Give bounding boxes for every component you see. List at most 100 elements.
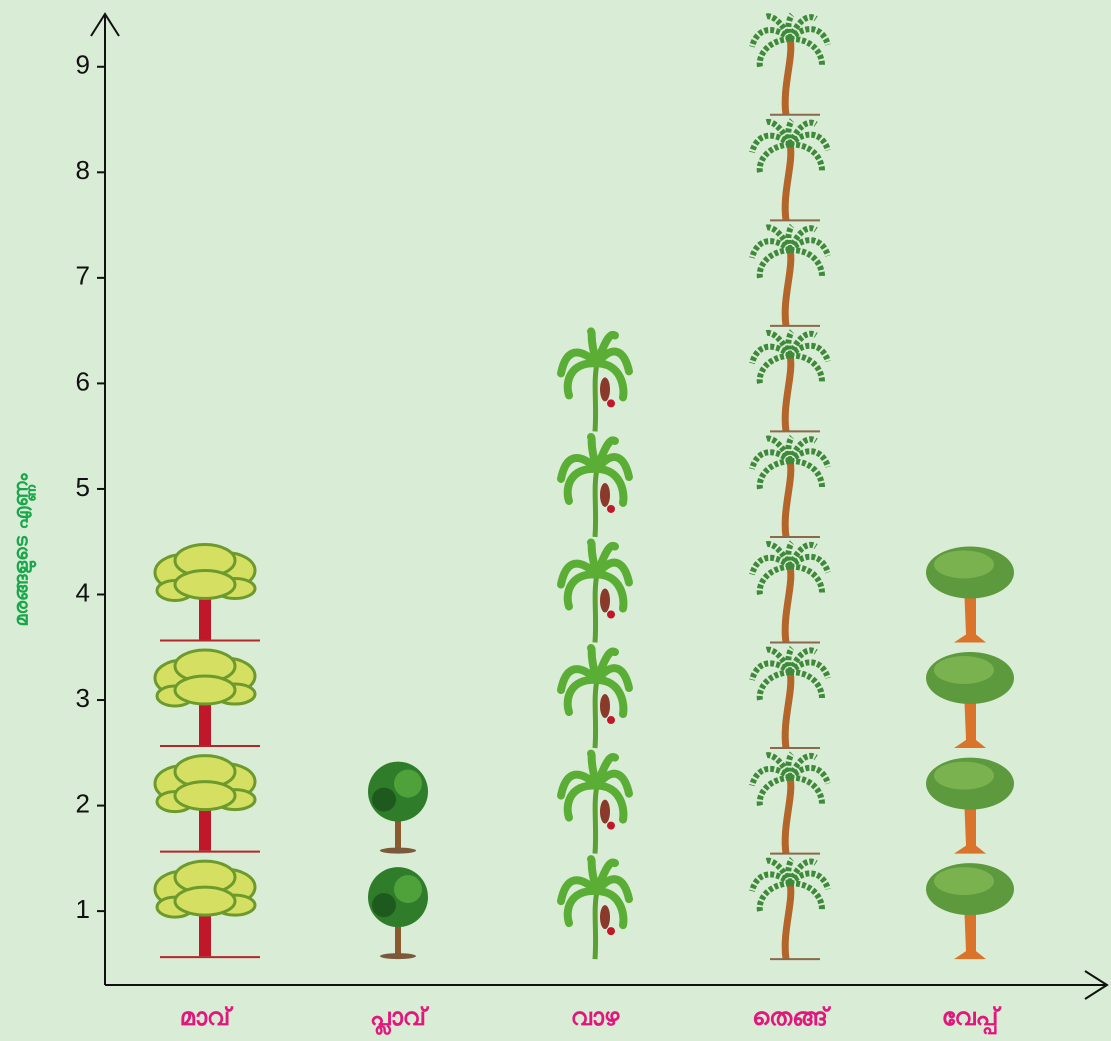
trunk — [781, 565, 795, 643]
tree-icon — [749, 645, 831, 750]
tree-icon — [749, 857, 831, 961]
trunk — [592, 890, 600, 960]
canopy — [173, 885, 237, 917]
frond — [749, 660, 792, 681]
bunch — [600, 377, 610, 402]
frond — [785, 540, 795, 568]
trunk — [954, 690, 986, 749]
frond — [787, 26, 831, 46]
leaf — [593, 464, 628, 507]
x-tick-label: തെങ്ങ് — [752, 1003, 832, 1031]
frond — [787, 553, 831, 574]
frond — [787, 541, 818, 568]
frond — [756, 352, 791, 384]
leaf — [557, 770, 601, 800]
tree-icon — [368, 761, 428, 854]
tree-icon — [557, 327, 633, 432]
trunk — [395, 805, 401, 850]
frond — [789, 352, 825, 382]
x-tick-label: പ്ലാവ് — [370, 1003, 430, 1036]
bunch — [600, 482, 610, 507]
frond — [787, 436, 818, 463]
leaf — [593, 887, 628, 930]
trunk — [592, 573, 600, 643]
leaf — [593, 858, 619, 896]
frond — [789, 880, 825, 910]
trunk — [781, 671, 795, 749]
leaf — [563, 464, 601, 505]
frond — [764, 224, 793, 252]
y-tick-label: 7 — [76, 261, 90, 291]
frond — [756, 774, 791, 807]
trunk — [199, 695, 211, 746]
canopy — [934, 656, 994, 685]
tree-icon — [153, 648, 260, 748]
frond — [785, 12, 795, 40]
tree-icon — [557, 855, 633, 960]
y-tick-label: 6 — [76, 366, 90, 396]
trunk — [781, 776, 795, 855]
frond — [787, 14, 818, 41]
y-tick-label: 8 — [76, 155, 90, 185]
frond — [764, 541, 793, 568]
frond — [787, 131, 831, 152]
trunk — [954, 901, 986, 960]
flower — [607, 927, 615, 936]
tree-icon — [749, 118, 831, 222]
flower — [607, 821, 615, 830]
canopy — [934, 867, 994, 896]
frond — [789, 774, 825, 804]
ground — [380, 847, 416, 854]
frond — [787, 330, 818, 357]
leaf — [593, 753, 619, 790]
frond — [749, 765, 792, 787]
x-tick-label: മാവ് — [180, 1003, 234, 1031]
canopy — [173, 780, 237, 812]
frond — [749, 449, 792, 470]
frond — [749, 871, 792, 893]
tree-icon — [557, 644, 633, 749]
trunk — [199, 800, 211, 851]
tree-icon — [749, 751, 831, 855]
leaf — [557, 665, 601, 695]
frond — [787, 225, 818, 252]
frond — [787, 752, 818, 779]
trunk — [592, 679, 600, 749]
frond — [764, 329, 793, 357]
frond — [787, 448, 831, 468]
frond — [764, 857, 793, 885]
frond — [756, 669, 791, 701]
frond — [787, 342, 831, 363]
pictogram — [153, 542, 260, 959]
y-arrow — [90, 12, 120, 37]
flower — [607, 716, 615, 725]
tree-icon — [153, 542, 260, 642]
leaf — [557, 559, 601, 589]
tree-icon — [557, 538, 633, 643]
leaf — [563, 570, 601, 611]
frond — [787, 659, 831, 680]
tree-icon — [926, 863, 1014, 960]
canopy — [394, 769, 422, 798]
frond — [749, 132, 792, 154]
axes — [90, 12, 1109, 1000]
tree-icon — [926, 652, 1014, 749]
x-tick-label: വേപ്പ് — [942, 1003, 1002, 1035]
y-tick-label: 2 — [76, 788, 90, 818]
leaf — [593, 436, 619, 473]
frond — [764, 646, 793, 674]
tree-icon — [749, 434, 831, 538]
leaf — [557, 876, 601, 906]
trunk — [781, 143, 795, 221]
frond — [756, 246, 791, 279]
frond — [787, 647, 818, 674]
leaf — [593, 570, 628, 613]
frond — [756, 35, 791, 68]
pictogram — [926, 546, 1014, 960]
frond — [756, 563, 791, 596]
leaf — [593, 676, 628, 719]
frond — [785, 223, 795, 251]
x-tick-label: വാഴ — [571, 1003, 620, 1031]
frond — [787, 237, 831, 257]
frond — [789, 669, 825, 699]
